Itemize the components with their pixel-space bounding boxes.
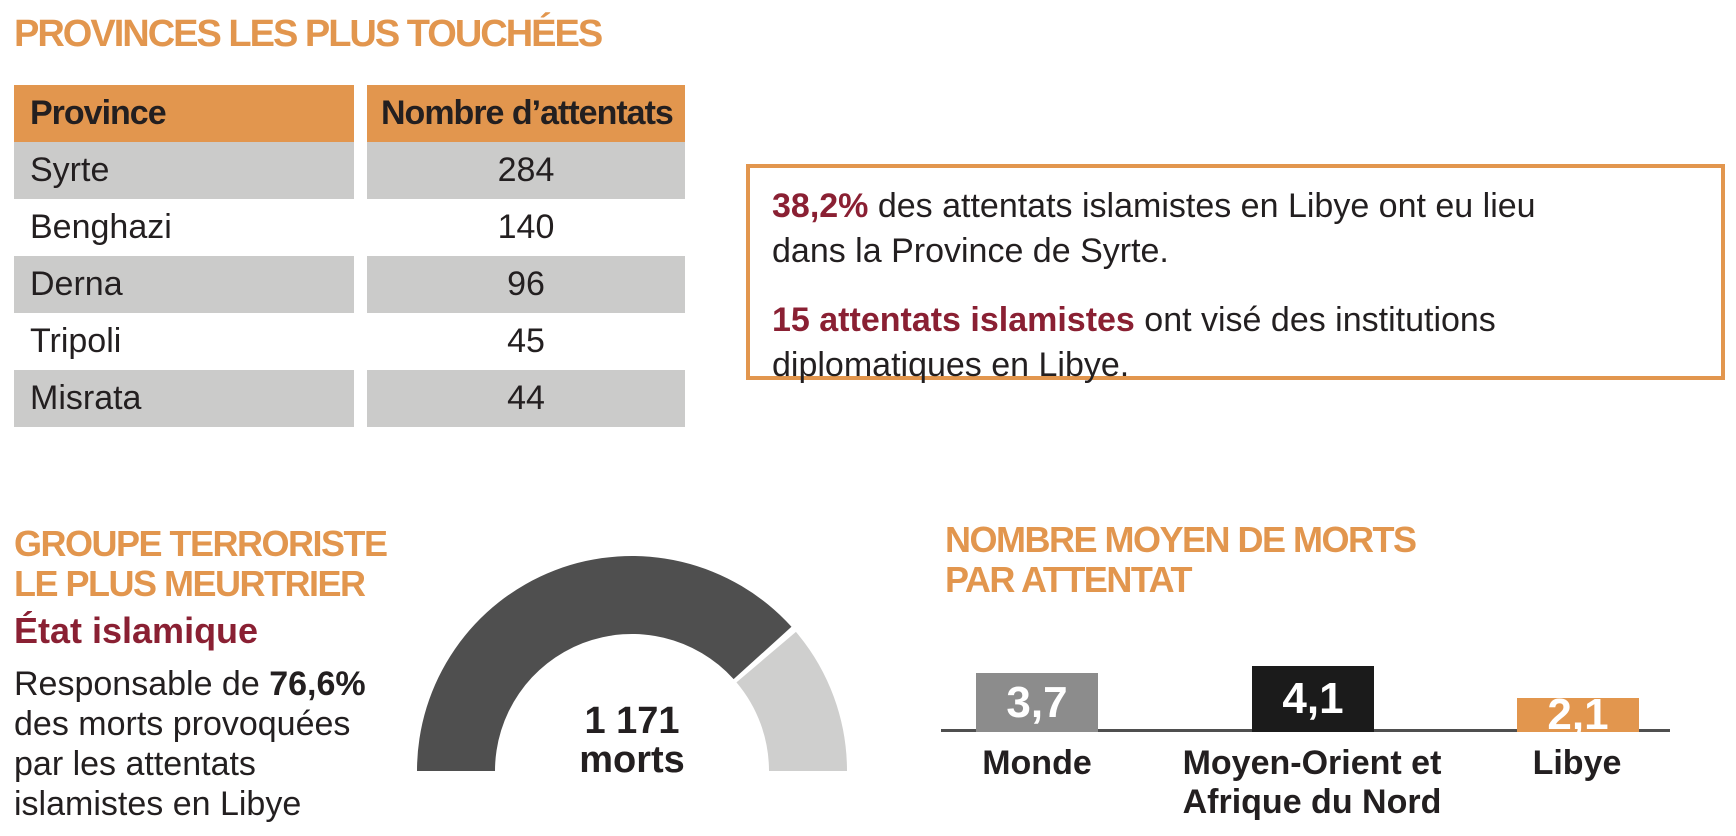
table-column-gap [354,85,367,142]
provinces-table: Province Nombre d’attentats Syrte 284 Be… [14,85,685,427]
table-cell-count: 284 [367,142,685,199]
deaths-title-line2: PAR ATTENTAT [945,559,1192,600]
bar-monde: 3,7 [976,673,1098,732]
gauge-segment-remainder [736,631,847,771]
group-desc-prefix: Responsable de [14,665,270,703]
provinces-title: PROVINCES LES PLUS TOUCHÉES [14,13,603,55]
table-row: Tripoli 45 [14,313,685,370]
callout-text-2a: ont visé des institutions [1134,301,1496,339]
table-row: Derna 96 [14,256,685,313]
table-column-gap [354,199,367,256]
gauge-segment-value [417,556,792,771]
table-column-gap [354,370,367,427]
table-row: Syrte 284 [14,142,685,199]
group-desc-line3: par les attentats [14,745,256,783]
table-header-province: Province [14,85,354,142]
table-cell-province: Syrte [14,142,354,199]
table-cell-province: Derna [14,256,354,313]
bar-category-monde: Monde [957,744,1117,783]
bar-category-libye: Libye [1497,744,1657,783]
table-cell-count: 140 [367,199,685,256]
group-title-line1: GROUPE TERRORISTE [14,523,388,564]
table-cell-count: 44 [367,370,685,427]
gauge-chart [416,556,848,773]
group-desc-percent: 76,6% [269,665,366,703]
bar-value-label: 3,7 [1006,677,1068,727]
table-cell-province: Benghazi [14,199,354,256]
group-desc-line2: des morts provoquées [14,705,351,743]
callout-paragraph-2: 15 attentats islamistes ont visé des ins… [772,298,1699,388]
bar-value-label: 4,1 [1282,674,1344,723]
group-desc-line4: islamistes en Libye [14,785,302,823]
bar-libye: 2,1 [1517,693,1639,737]
callout-highlight-1: 38,2% [772,187,869,225]
category-line: Moyen-Orient et [1182,744,1442,782]
category-line: Libye [1532,744,1622,782]
table-row: Misrata 44 [14,370,685,427]
table-cell-province: Tripoli [14,313,354,370]
table-header-row: Province Nombre d’attentats [14,85,685,142]
table-column-gap [354,256,367,313]
category-line: Monde [982,744,1092,782]
gauge-center-label: 1 171 morts [531,702,733,780]
callout-paragraph-1: 38,2% des attentats islamistes en Libye … [772,184,1699,274]
group-title-line2: LE PLUS MEURTRIER [14,563,366,604]
table-cell-count: 96 [367,256,685,313]
callout-text-1b: dans la Province de Syrte. [772,232,1169,270]
deaths-chart-title: NOMBRE MOYEN DE MORTS PAR ATTENTAT [945,519,1417,600]
table-column-gap [354,142,367,199]
table-cell-province: Misrata [14,370,354,427]
gauge-svg [417,556,847,771]
table-row: Benghazi 140 [14,199,685,256]
bar-value-label: 2,1 [1547,690,1609,739]
callout-highlight-2: 15 attentats islamistes [772,301,1135,339]
callout-text-1a: des attentats islamistes en Libye ont eu… [868,187,1536,225]
bar-category-moyen-orient: Moyen-Orient et Afrique du Nord [1152,744,1472,822]
category-line: Afrique du Nord [1182,783,1442,821]
table-header-count: Nombre d’attentats [367,85,685,142]
table-column-gap [354,313,367,370]
group-description: Responsable de 76,6% des morts provoquée… [14,664,394,824]
callout-text-2b: diplomatiques en Libye. [772,346,1130,384]
gauge-center-value: 1 171 [584,700,680,742]
callout-box: 38,2% des attentats islamistes en Libye … [746,164,1725,384]
bar-moyen-orient: 4,1 [1252,666,1374,732]
group-desc-line1: Responsable de 76,6% [14,664,394,704]
group-title: GROUPE TERRORISTE LE PLUS MEURTRIER [14,523,388,604]
gauge-center-unit: morts [579,739,685,781]
group-name: État islamique [14,610,259,651]
table-cell-count: 45 [367,313,685,370]
deaths-title-line1: NOMBRE MOYEN DE MORTS [945,519,1417,560]
